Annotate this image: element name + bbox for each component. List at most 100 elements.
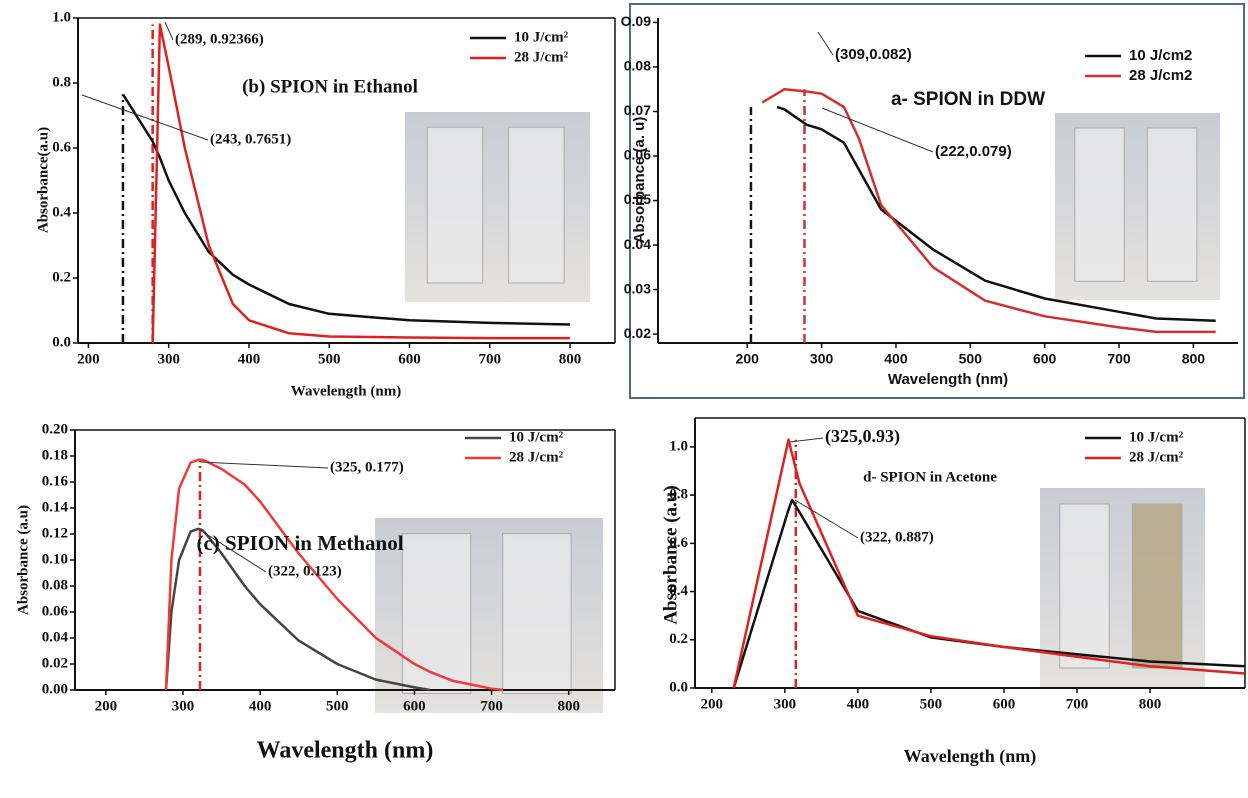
series-line — [761, 87, 1216, 334]
x-axis-label: Wavelength (nm) — [904, 746, 1037, 767]
y-tick-label: 0.04 — [42, 629, 69, 645]
y-tick-label: 0.03 — [624, 280, 651, 296]
y-tick-label: 0.08 — [42, 577, 68, 593]
annotation-leader — [817, 31, 834, 56]
annotation: (309,0.082) — [835, 46, 912, 63]
y-tick-label: 0.14 — [42, 499, 69, 515]
x-axis-label: Wavelength (nm) — [291, 383, 401, 399]
y-tick-label: 0.0 — [669, 679, 688, 695]
cuvette — [1059, 503, 1110, 669]
x-tick-label: 500 — [959, 351, 983, 367]
cuvette — [1146, 127, 1198, 282]
x-tick-label: 600 — [1033, 351, 1057, 367]
legend-label: 28 J/cm² — [1129, 449, 1184, 465]
x-tick-label: 800 — [559, 351, 582, 367]
y-tick-label: 0.02 — [42, 655, 68, 671]
annotation-leader — [794, 499, 859, 539]
y-tick-label: 0.10 — [42, 551, 68, 567]
y-tick-label: 0.08 — [624, 58, 651, 74]
y-tick-label: 0.04 — [624, 236, 651, 252]
chart-title: a- SPION in DDW — [891, 89, 1045, 110]
y-tick-label: 1.0 — [669, 438, 688, 454]
legend-label: 10 J/cm² — [514, 29, 569, 45]
y-tick-label: 0.6 — [669, 535, 688, 551]
y-tick-label: 0.16 — [42, 473, 69, 489]
x-tick-label: 200 — [701, 696, 724, 712]
x-tick-label: 800 — [1139, 696, 1162, 712]
x-tick-label: 200 — [77, 351, 100, 367]
annotation: (322, 0.887) — [860, 529, 934, 545]
y-tick-label: 0.4 — [669, 583, 688, 599]
cuvette — [508, 126, 565, 284]
x-tick-label: 800 — [557, 698, 580, 714]
y-axis-label: Absorbance (a.u) — [660, 485, 681, 624]
x-tick-label: 800 — [1182, 351, 1206, 367]
y-axis-label: Absorbance(a.u) — [35, 127, 51, 233]
cuvette — [426, 126, 484, 284]
series-line — [732, 498, 1246, 689]
legend-label: 28 J/cm2 — [1129, 67, 1192, 84]
x-tick-label: 400 — [884, 351, 908, 367]
series-line — [164, 458, 504, 692]
annotation: (222,0.079) — [935, 143, 1012, 160]
annotation: (243, 0.7651) — [210, 131, 291, 147]
y-tick-label: 0.06 — [624, 147, 651, 163]
cuvette — [1131, 503, 1183, 669]
x-tick-label: 200 — [736, 351, 760, 367]
y-tick-label: 0.07 — [624, 102, 651, 118]
annotation: (289, 0.92366) — [175, 31, 264, 47]
x-tick-label: 400 — [249, 698, 272, 714]
cuvette — [401, 533, 472, 694]
y-tick-label: 0.06 — [42, 603, 69, 619]
legend-label: 28 J/cm² — [509, 449, 564, 465]
annotation: (322, 0.123) — [268, 563, 342, 579]
y-tick-label: 0.00 — [42, 681, 68, 697]
annotation-leader — [199, 461, 329, 469]
x-tick-label: 400 — [847, 696, 870, 712]
x-tick-label: 300 — [774, 696, 797, 712]
y-tick-label: 0.05 — [624, 191, 651, 207]
legend-label: 28 J/cm² — [514, 49, 569, 65]
legend-label: 10 J/cm² — [509, 429, 564, 445]
y-tick-label: 0.20 — [42, 421, 68, 437]
annotation: (325,0.93) — [825, 426, 900, 447]
y-tick-label: 0.4 — [52, 204, 71, 220]
y-tick-label: 0.18 — [42, 447, 68, 463]
y-axis-label: Absorbance (a.u) — [15, 505, 31, 615]
y-tick-label: O.09 — [621, 13, 652, 29]
annotation-leader — [164, 21, 174, 41]
series-line — [164, 527, 431, 692]
annotation-leader — [199, 529, 267, 573]
x-tick-label: 300 — [810, 351, 834, 367]
chart-title: (c) SPION in Methanol — [196, 531, 403, 555]
x-tick-label: 400 — [238, 351, 261, 367]
x-tick-label: 700 — [479, 351, 502, 367]
y-tick-label: 0.8 — [52, 74, 71, 90]
x-tick-label: 300 — [172, 698, 195, 714]
series-line — [732, 438, 1246, 689]
y-tick-label: 0.12 — [42, 525, 68, 541]
legend-label: 10 J/cm² — [1129, 429, 1184, 445]
x-tick-label: 600 — [403, 698, 426, 714]
y-tick-label: 0.2 — [52, 269, 71, 285]
annotation-leader — [821, 107, 934, 153]
x-tick-label: 500 — [920, 696, 943, 712]
y-axis-label: Absorbance (a. u) — [631, 117, 648, 244]
x-tick-label: 600 — [993, 696, 1016, 712]
x-tick-label: 600 — [398, 351, 421, 367]
legend-label: 10 J/cm2 — [1129, 47, 1192, 64]
y-tick-label: 0.0 — [52, 334, 71, 350]
x-tick-label: 200 — [95, 698, 118, 714]
x-tick-label: 300 — [157, 351, 180, 367]
annotation-leader — [789, 437, 824, 443]
x-tick-label: 700 — [480, 698, 503, 714]
y-tick-label: 0.6 — [52, 139, 71, 155]
x-tick-label: 500 — [326, 698, 349, 714]
y-tick-label: 0.2 — [669, 631, 688, 647]
y-tick-label: 1.0 — [52, 9, 71, 25]
series-line — [121, 93, 571, 326]
y-tick-label: 0.02 — [624, 325, 651, 341]
x-tick-label: 500 — [318, 351, 341, 367]
x-tick-label: 700 — [1066, 696, 1089, 712]
